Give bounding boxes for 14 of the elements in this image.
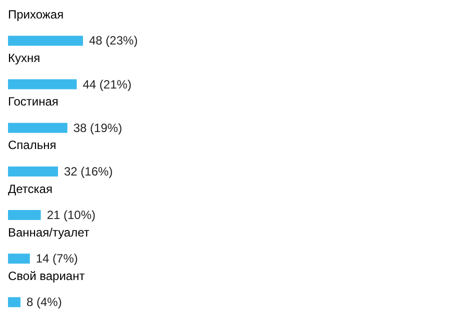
data-label: 38 (19%) bbox=[73, 120, 122, 135]
y-tick-label: Детская bbox=[8, 182, 52, 196]
data-label: 8 (4%) bbox=[26, 295, 62, 310]
data-label: 44 (21%) bbox=[82, 77, 132, 92]
data-label: 14 (7%) bbox=[36, 252, 78, 266]
y-tick-label: Свой вариант bbox=[8, 268, 86, 283]
y-tick-label: Кухня bbox=[8, 51, 40, 66]
data-label: 32 (16%) bbox=[64, 164, 113, 178]
y-tick-label: Гостиная bbox=[8, 94, 58, 109]
y-tick-label: Прихожая bbox=[8, 8, 64, 22]
data-label: 21 (10%) bbox=[46, 208, 96, 222]
y-tick-label: Спальня bbox=[8, 138, 56, 152]
y-tick-label: Ванная/туалет bbox=[8, 225, 90, 240]
data-label: 48 (23%) bbox=[89, 34, 138, 48]
